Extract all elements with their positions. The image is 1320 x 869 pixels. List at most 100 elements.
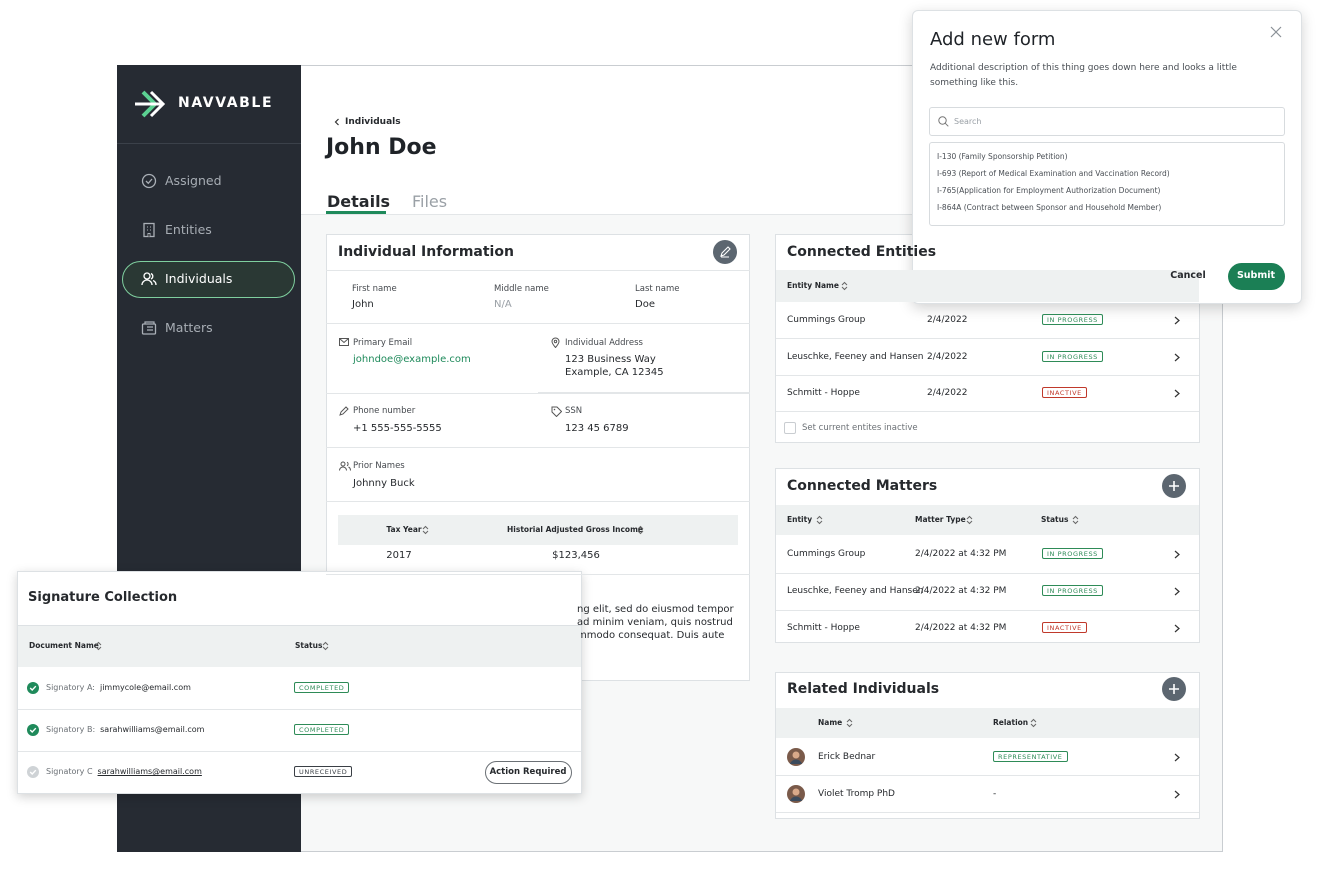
card-title: Individual Information xyxy=(338,244,514,260)
entity-name[interactable]: Schmitt - Hoppe xyxy=(787,388,860,399)
row-divider xyxy=(776,812,1199,813)
field-label: First name xyxy=(352,284,397,294)
status-badge: UNRECEIVED xyxy=(294,766,353,777)
field-value: Johnny Buck xyxy=(353,478,415,489)
submit-label[interactable]: Submit xyxy=(1236,270,1276,281)
breadcrumb-chevron[interactable] xyxy=(334,118,340,126)
signatory: Signatory C xyxy=(46,767,93,776)
edit-button[interactable] xyxy=(713,240,737,264)
status-badge: IN PROGRESS xyxy=(1042,585,1103,596)
status-badge: IN PROGRESS xyxy=(1042,350,1103,362)
nav-icon[interactable] xyxy=(141,320,157,336)
signature-card xyxy=(17,571,582,794)
breadcrumb[interactable]: Individuals xyxy=(345,117,401,127)
field-label: Middle name xyxy=(494,284,549,294)
entity-name[interactable]: Cummings Group xyxy=(787,315,866,325)
avatar xyxy=(787,785,805,803)
nav-item[interactable]: Individuals xyxy=(165,271,233,286)
nav-icon[interactable] xyxy=(141,222,157,238)
nav-icon[interactable] xyxy=(141,173,157,189)
entity-name[interactable]: Leuschke, Feeney and Hansen xyxy=(787,351,924,362)
sort-icon[interactable] xyxy=(637,525,644,535)
tab[interactable]: Files xyxy=(412,192,448,211)
form-option[interactable]: I-765(Application for Employment Authori… xyxy=(937,186,1161,195)
signatory-email[interactable]: sarahwilliams@email.com xyxy=(97,767,202,776)
related-individuals-card xyxy=(775,672,1200,819)
sort-icon[interactable] xyxy=(95,641,102,651)
checkbox[interactable] xyxy=(784,422,796,434)
column-header[interactable]: Status xyxy=(295,641,323,650)
row-chevron[interactable] xyxy=(1174,753,1181,762)
column-header[interactable]: Entity xyxy=(787,515,813,524)
relation: - xyxy=(993,789,997,799)
card-title: Connected Matters xyxy=(787,478,938,494)
modal-title: Add new form xyxy=(930,29,1056,50)
row-divider xyxy=(18,709,581,710)
sort-icon[interactable] xyxy=(422,525,429,535)
connected-matters-card xyxy=(775,468,1200,643)
form-option[interactable]: I-864A (Contract between Sponsor and Hou… xyxy=(937,203,1162,212)
sort-icon[interactable] xyxy=(816,515,823,525)
row-chevron[interactable] xyxy=(1174,624,1181,633)
tab-underline xyxy=(326,211,386,214)
row-chevron[interactable] xyxy=(1174,389,1181,398)
table-header xyxy=(338,515,738,545)
action-button[interactable] xyxy=(485,761,572,784)
nav-icon[interactable] xyxy=(141,271,157,287)
sort-icon[interactable] xyxy=(841,281,848,291)
column-header[interactable]: Entity Name xyxy=(787,281,839,290)
signatory-email: jimmycole@email.com xyxy=(99,683,191,692)
submit-button[interactable] xyxy=(1228,263,1285,290)
form-option[interactable]: I-693 (Report of Medical Examination and… xyxy=(937,169,1170,178)
person-name[interactable]: Erick Bednar xyxy=(818,752,876,762)
entity-date: 2/4/2022 xyxy=(927,315,968,325)
matter-entity[interactable]: Cummings Group xyxy=(787,549,866,559)
entity-date: 2/4/2022 xyxy=(927,388,968,399)
row-chevron[interactable] xyxy=(1174,587,1181,596)
sort-icon[interactable] xyxy=(1072,515,1079,525)
card-title: Connected Entities xyxy=(787,244,937,260)
card-title: Related Individuals xyxy=(787,681,940,697)
search-placeholder[interactable]: Search xyxy=(954,117,982,126)
row-chevron[interactable] xyxy=(1174,790,1181,799)
tab[interactable]: Details xyxy=(327,192,391,211)
row-divider xyxy=(776,775,1199,776)
nav-item[interactable]: Entities xyxy=(165,222,212,237)
sort-icon[interactable] xyxy=(846,718,853,728)
row-chevron[interactable] xyxy=(1174,316,1181,325)
add-button[interactable] xyxy=(1162,474,1186,498)
cancel-button[interactable]: Cancel xyxy=(1170,270,1206,281)
matter-entity[interactable]: Schmitt - Hoppe xyxy=(787,623,860,633)
action-label[interactable]: Action Required xyxy=(489,767,567,777)
notes-line: mmodo consequat. Duis aute xyxy=(577,630,725,641)
row-divider xyxy=(538,392,750,393)
column-header[interactable]: Historial Adjusted Gross Income xyxy=(507,525,643,534)
column-header[interactable]: Relation xyxy=(993,718,1029,727)
matter-entity[interactable]: Leuschke, Feeney and Hansen xyxy=(787,586,924,596)
column-header[interactable]: Name xyxy=(818,718,843,727)
nav-item[interactable]: Matters xyxy=(165,320,213,335)
sort-icon[interactable] xyxy=(322,641,329,651)
column-header[interactable]: Status xyxy=(1041,515,1069,524)
nav-item[interactable]: Assigned xyxy=(165,173,222,188)
signatory: Signatory A: xyxy=(46,683,95,692)
field-icon xyxy=(339,461,351,471)
field-value[interactable]: johndoe@example.com xyxy=(353,354,471,365)
add-button[interactable] xyxy=(1162,677,1186,701)
search-box[interactable] xyxy=(929,107,1285,136)
sort-icon[interactable] xyxy=(1030,718,1037,728)
column-header[interactable]: Matter Type xyxy=(915,515,966,524)
sidebar-divider xyxy=(117,143,301,144)
person-name[interactable]: Violet Tromp PhD xyxy=(818,789,895,799)
logo-text: NAVVABLE xyxy=(178,95,274,111)
field-icon xyxy=(339,406,349,416)
form-option[interactable]: I-130 (Family Sponsorship Petition) xyxy=(937,152,1068,161)
row-chevron[interactable] xyxy=(1174,550,1181,559)
row-divider xyxy=(326,574,750,575)
sort-icon[interactable] xyxy=(966,515,973,525)
close-button[interactable] xyxy=(1270,26,1282,38)
column-header[interactable]: Tax Year xyxy=(386,525,422,534)
column-header[interactable]: Document Name xyxy=(29,641,99,650)
row-chevron[interactable] xyxy=(1174,353,1181,362)
